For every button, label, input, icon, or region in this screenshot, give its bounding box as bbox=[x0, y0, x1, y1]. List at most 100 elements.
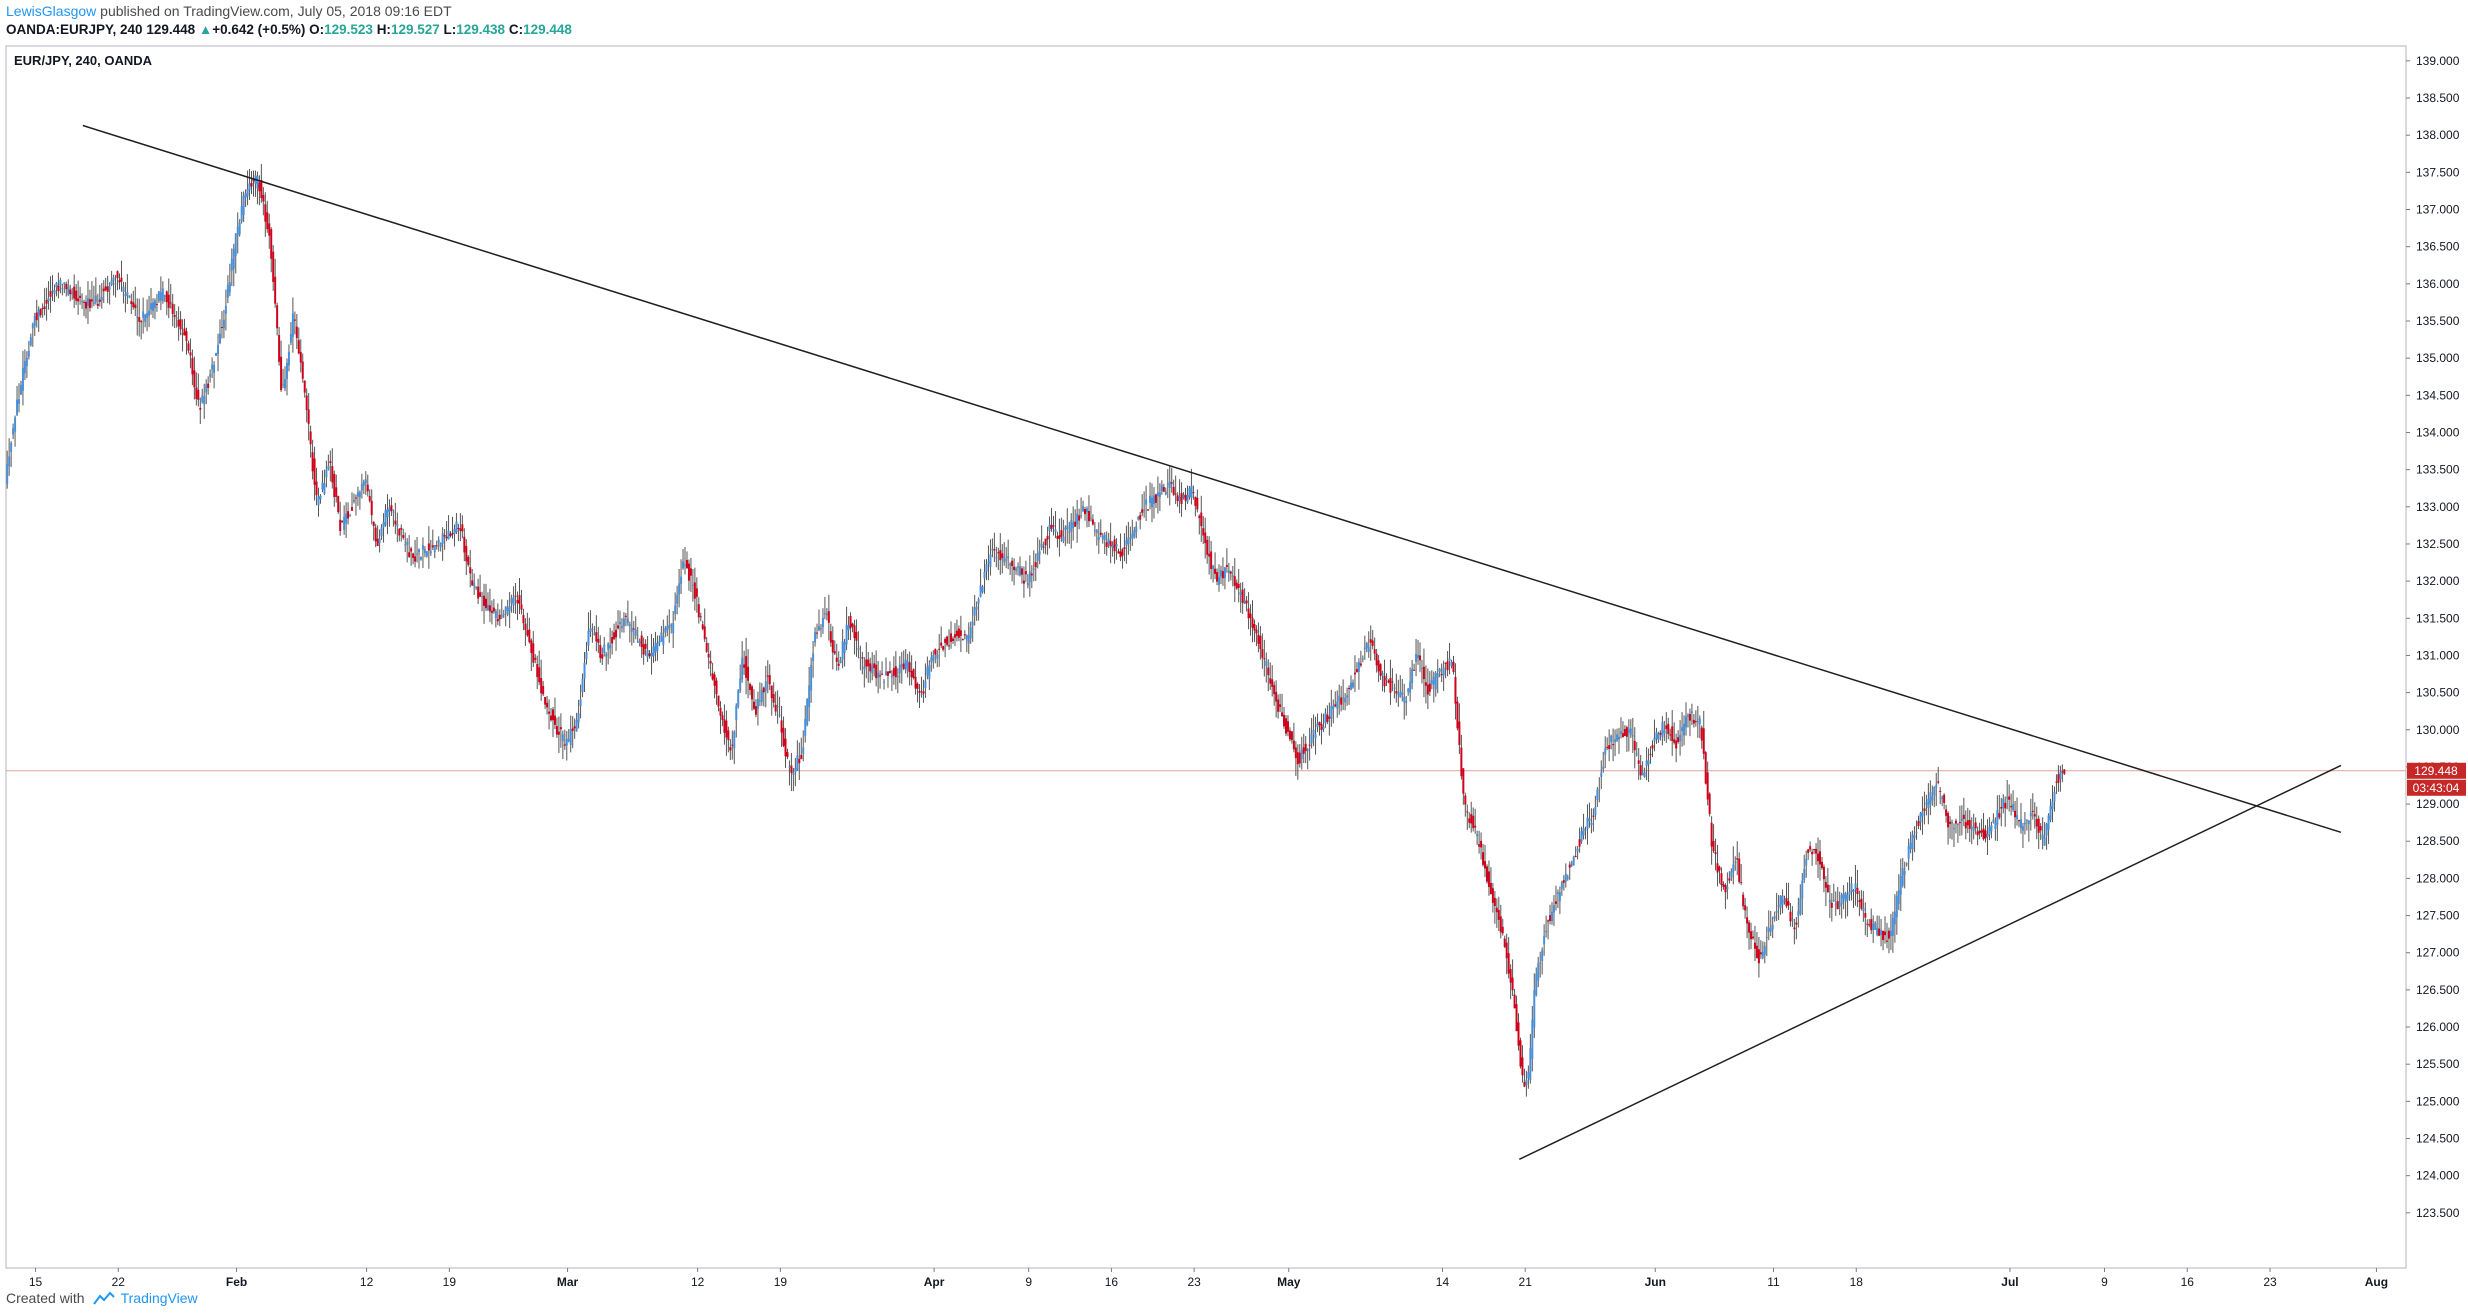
tradingview-link[interactable]: TradingView bbox=[120, 1290, 198, 1306]
candle-up bbox=[1095, 530, 1098, 533]
time-axis[interactable]: 15 22 Feb 12 19 Mar 12 19 Apr 9 16 23 May 14 21 Jun 11 18… bbox=[29, 1268, 2388, 1289]
candle-down bbox=[1460, 747, 1463, 777]
candle-up bbox=[1552, 905, 1555, 913]
candle-down bbox=[264, 204, 267, 222]
candle-down bbox=[169, 302, 172, 304]
candle-up bbox=[1903, 870, 1906, 875]
candle-down bbox=[2004, 802, 2007, 809]
candle-down bbox=[1515, 1004, 1518, 1032]
candle-down bbox=[57, 285, 60, 292]
candle-down bbox=[1718, 866, 1721, 871]
candle-up bbox=[794, 767, 797, 772]
candle-down bbox=[999, 550, 1002, 561]
candle-up bbox=[33, 316, 36, 326]
candle-up bbox=[1834, 903, 1837, 905]
trendline-ascending-support[interactable] bbox=[1518, 764, 2342, 1161]
candle-up bbox=[388, 507, 391, 512]
candle-down bbox=[1939, 790, 1942, 792]
last-price: 129.448 bbox=[146, 22, 196, 37]
candle-down bbox=[837, 663, 840, 666]
candle-up bbox=[159, 292, 162, 301]
candle-down bbox=[75, 290, 78, 301]
candle-up bbox=[1572, 856, 1575, 866]
candle-up bbox=[209, 374, 212, 377]
candle-up bbox=[1929, 792, 1932, 805]
candle-up bbox=[447, 530, 450, 540]
candle-up bbox=[1005, 559, 1008, 561]
candle-down bbox=[723, 719, 726, 733]
candle-down bbox=[1964, 822, 1967, 829]
candle-up bbox=[1889, 930, 1892, 937]
candle-up bbox=[1300, 750, 1303, 760]
candle-down bbox=[1562, 880, 1565, 883]
candle-up bbox=[1791, 919, 1794, 921]
price-axis[interactable]: 123.500 124.000 124.500 125.000 125.500 126.0… bbox=[2406, 54, 2460, 1220]
candle-down bbox=[1267, 667, 1270, 676]
candle-down bbox=[173, 315, 176, 317]
time-tick-label: Mar bbox=[557, 1275, 579, 1289]
candle-up bbox=[1166, 483, 1169, 485]
candle-down bbox=[1249, 613, 1252, 618]
candle-down bbox=[1482, 852, 1485, 865]
candle-up bbox=[678, 583, 681, 595]
candle-up bbox=[1616, 734, 1619, 741]
price-tick-label: 124.000 bbox=[2416, 1169, 2460, 1183]
candle-up bbox=[1874, 922, 1877, 930]
candle-up bbox=[924, 680, 927, 689]
candle-down bbox=[685, 559, 688, 568]
trendlines[interactable] bbox=[82, 124, 2342, 1161]
candle-up bbox=[246, 189, 249, 197]
candle-down bbox=[398, 528, 401, 536]
candle-down bbox=[1807, 849, 1810, 853]
candle-down bbox=[1669, 734, 1672, 736]
candle-up bbox=[896, 676, 899, 678]
candle-up bbox=[1158, 492, 1161, 498]
candle-up bbox=[494, 610, 497, 619]
candle-up bbox=[991, 548, 994, 551]
candle-down bbox=[597, 638, 600, 643]
candle-up bbox=[656, 642, 659, 651]
candle-down bbox=[390, 505, 393, 512]
candle-up bbox=[1663, 730, 1666, 734]
candle-down bbox=[1283, 714, 1286, 727]
candle-down bbox=[1235, 582, 1238, 589]
time-tick-label: 16 bbox=[2181, 1275, 2195, 1289]
candle-up bbox=[1107, 539, 1110, 544]
candle-up bbox=[1346, 695, 1349, 698]
candle-down bbox=[1078, 515, 1081, 521]
candle-up bbox=[2021, 826, 2024, 831]
candle-up bbox=[256, 176, 259, 189]
candle-down bbox=[948, 645, 951, 647]
candle-down bbox=[376, 538, 379, 547]
candle-down bbox=[1237, 584, 1240, 588]
candle-up bbox=[877, 672, 880, 678]
candle-down bbox=[908, 662, 911, 673]
candle-down bbox=[1998, 813, 2001, 818]
author-link[interactable]: LewisGlasgow bbox=[6, 3, 97, 19]
candle-up bbox=[1223, 567, 1226, 579]
candle-up bbox=[1137, 517, 1140, 520]
candle-down bbox=[167, 294, 170, 308]
candle-down bbox=[1511, 977, 1514, 991]
candle-down bbox=[1651, 745, 1654, 749]
candle-up bbox=[680, 576, 683, 584]
candle-down bbox=[1202, 528, 1205, 536]
candle-up bbox=[1618, 736, 1621, 740]
candle-down bbox=[1251, 617, 1254, 628]
candle-down bbox=[532, 643, 535, 663]
candle-down bbox=[477, 586, 480, 599]
candles[interactable] bbox=[6, 164, 2066, 1097]
candle-down bbox=[116, 271, 119, 279]
candle-down bbox=[701, 624, 704, 629]
high-value: 129.527 bbox=[390, 22, 440, 37]
candle-up bbox=[682, 561, 685, 569]
candle-up bbox=[1899, 876, 1902, 895]
candle-up bbox=[161, 288, 164, 302]
trendline-descending-resistance[interactable] bbox=[82, 124, 2342, 834]
candle-up bbox=[1040, 543, 1043, 548]
candle-up bbox=[1003, 557, 1006, 563]
candle-down bbox=[366, 484, 369, 492]
price-chart[interactable]: EUR/JPY, 240, OANDA 123.500 124.000 124.50… bbox=[0, 40, 2468, 1290]
candle-up bbox=[741, 657, 744, 680]
candle-up bbox=[1243, 600, 1246, 604]
